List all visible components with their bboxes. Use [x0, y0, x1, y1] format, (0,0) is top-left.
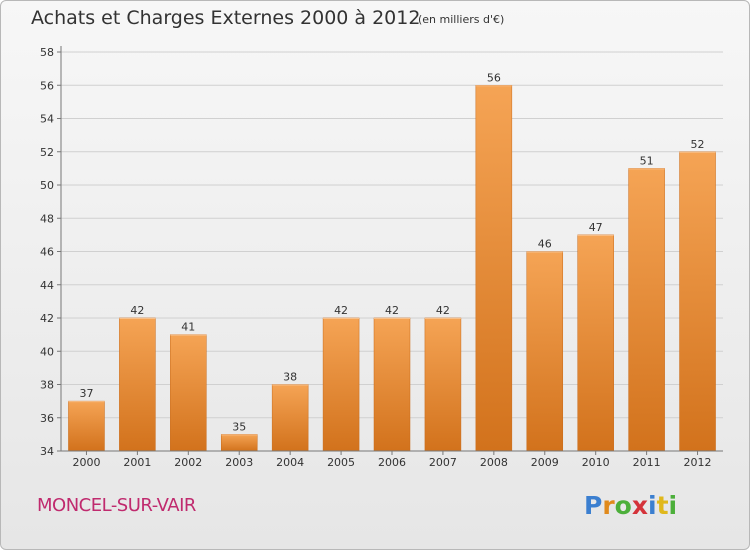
y-tick-label: 44	[40, 279, 54, 292]
y-tick-label: 52	[40, 146, 54, 159]
data-label: 38	[283, 371, 297, 384]
logo-letter: P	[584, 491, 603, 520]
data-label: 47	[589, 221, 603, 234]
x-tick-label: 2011	[633, 456, 661, 469]
y-tick-label: 50	[40, 179, 54, 192]
bars	[68, 85, 716, 452]
y-tick-label: 42	[40, 312, 54, 325]
y-tick-label: 34	[40, 445, 54, 458]
x-tick-label: 2003	[225, 456, 253, 469]
logo-letter: i	[668, 491, 678, 520]
data-label: 46	[538, 238, 552, 251]
data-label: 42	[334, 304, 348, 317]
x-tick-label: 2000	[72, 456, 100, 469]
y-tick-label: 48	[40, 212, 54, 225]
logo-letter: i	[648, 491, 657, 520]
y-tick-label: 36	[40, 412, 54, 425]
labels: 34 36 38 40 42 44 46 48 50 52 54 56 58 37 2000 42 2001 41…	[40, 46, 712, 469]
axes	[57, 46, 723, 455]
x-tick-label: 2009	[531, 456, 559, 469]
logo-letter: r	[602, 491, 615, 520]
data-label: 41	[181, 321, 195, 334]
x-tick-label: 2007	[429, 456, 457, 469]
bar	[271, 384, 309, 452]
y-tick-label: 58	[40, 46, 54, 59]
bar	[68, 400, 105, 452]
logo-letter: x	[631, 491, 648, 520]
bar	[119, 317, 156, 452]
commune-name: MONCEL-SUR-VAIR	[37, 495, 196, 516]
proxiti-logo: Proxiti	[584, 491, 677, 520]
data-label: 42	[130, 304, 144, 317]
x-tick-label: 2012	[684, 456, 712, 469]
data-label: 42	[385, 304, 399, 317]
chart-title: Achats et Charges Externes 2000 à 2012	[31, 7, 421, 29]
x-tick-label: 2001	[123, 456, 151, 469]
bar	[475, 85, 513, 452]
bar	[526, 251, 564, 452]
y-tick-label: 54	[40, 113, 54, 126]
bar	[220, 434, 258, 452]
data-label: 56	[487, 71, 501, 84]
y-tick-label: 40	[40, 345, 54, 358]
x-tick-label: 2010	[582, 456, 610, 469]
bar	[577, 234, 614, 452]
data-label: 37	[79, 387, 93, 400]
bar	[628, 168, 665, 452]
bar	[170, 334, 207, 452]
bar	[322, 317, 360, 452]
bar	[373, 317, 411, 452]
x-tick-label: 2008	[480, 456, 508, 469]
x-tick-label: 2005	[327, 456, 355, 469]
data-label: 42	[436, 304, 450, 317]
y-tick-label: 46	[40, 246, 54, 259]
x-tick-label: 2002	[174, 456, 202, 469]
x-tick-label: 2004	[276, 456, 304, 469]
bar	[424, 317, 462, 452]
logo-letter: o	[614, 491, 632, 520]
chart-subtitle: (en milliers d'€)	[418, 13, 505, 26]
bar	[679, 151, 716, 452]
logo-letter: t	[656, 491, 669, 520]
data-label: 52	[691, 138, 705, 151]
data-label: 51	[640, 154, 654, 167]
x-tick-label: 2006	[378, 456, 406, 469]
y-tick-label: 38	[40, 379, 54, 392]
y-tick-label: 56	[40, 79, 54, 92]
data-label: 35	[232, 420, 246, 433]
